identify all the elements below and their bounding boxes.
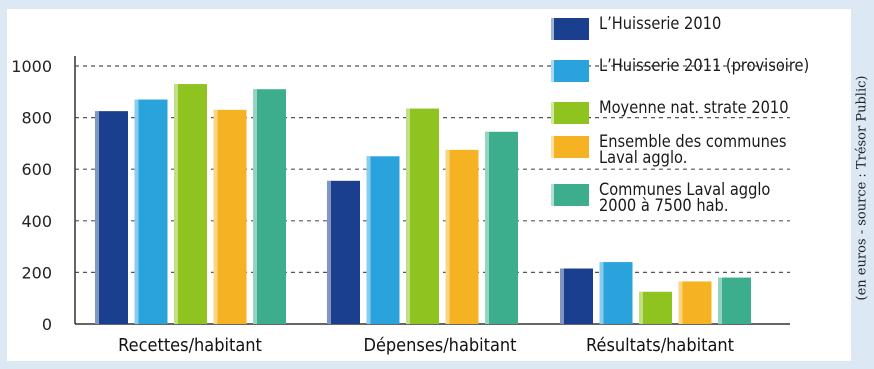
bar bbox=[560, 268, 593, 324]
bar bbox=[445, 149, 479, 324]
bar bbox=[366, 156, 400, 324]
bar bbox=[134, 99, 168, 324]
legend-swatch bbox=[551, 60, 589, 82]
bar-highlight bbox=[599, 262, 604, 324]
bar-highlight bbox=[366, 156, 371, 324]
legend-label: Communes Laval agglo 2000 à 7500 hab. bbox=[599, 180, 771, 216]
bar-highlight bbox=[327, 180, 331, 324]
legend-swatch bbox=[551, 184, 589, 206]
legend-item: L’Huisserie 2011 (provisoire) bbox=[551, 58, 874, 82]
y-tick-label: 1000 bbox=[11, 57, 52, 76]
bar-highlight bbox=[560, 268, 564, 324]
category-label: Dépenses/habitant bbox=[363, 335, 516, 356]
legend-label: L’Huisserie 2010 bbox=[599, 14, 722, 34]
legend-item: Ensemble des communes Laval agglo. bbox=[551, 132, 874, 168]
bar bbox=[718, 277, 751, 324]
legend-item: Communes Laval agglo 2000 à 7500 hab. bbox=[551, 180, 874, 216]
legend-label: L’Huisserie 2011 (provisoire) bbox=[599, 56, 810, 76]
bar bbox=[639, 291, 672, 324]
bar-highlight bbox=[95, 111, 99, 325]
y-tick-label: 600 bbox=[21, 160, 52, 179]
y-tick-label: 800 bbox=[21, 109, 52, 128]
bar bbox=[253, 89, 286, 324]
bar bbox=[406, 108, 439, 324]
category-label: Résultats/habitant bbox=[586, 335, 734, 356]
bar-highlight bbox=[718, 277, 722, 324]
bar bbox=[213, 109, 247, 324]
bar-highlight bbox=[174, 84, 178, 324]
bar-highlight bbox=[406, 108, 410, 324]
bar-highlight bbox=[639, 291, 643, 324]
bar bbox=[174, 84, 207, 324]
legend-label: Moyenne nat. strate 2010 bbox=[599, 98, 789, 118]
bar bbox=[95, 111, 128, 325]
bar bbox=[599, 262, 633, 324]
bar-highlight bbox=[253, 89, 257, 324]
bar bbox=[678, 281, 712, 324]
category-label: Recettes/habitant bbox=[118, 335, 262, 356]
bar-highlight bbox=[485, 131, 489, 324]
source-note: (en euros - source : Trésor Public) bbox=[854, 75, 870, 301]
bar-highlight bbox=[445, 149, 450, 324]
legend-swatch bbox=[551, 18, 589, 40]
bar bbox=[327, 180, 360, 324]
bar-highlight bbox=[678, 281, 683, 324]
legend-item: Moyenne nat. strate 2010 bbox=[551, 100, 874, 124]
legend-item: L’Huisserie 2010 bbox=[551, 16, 874, 40]
y-tick-label: 400 bbox=[21, 212, 52, 231]
bar bbox=[485, 131, 518, 324]
y-tick-label: 200 bbox=[21, 263, 52, 282]
y-tick-label: 0 bbox=[42, 315, 52, 334]
bar-highlight bbox=[213, 109, 218, 324]
legend-swatch bbox=[551, 136, 589, 158]
legend-label: Ensemble des communes Laval agglo. bbox=[599, 132, 787, 168]
bar-highlight bbox=[134, 99, 139, 324]
legend-swatch bbox=[551, 102, 589, 124]
